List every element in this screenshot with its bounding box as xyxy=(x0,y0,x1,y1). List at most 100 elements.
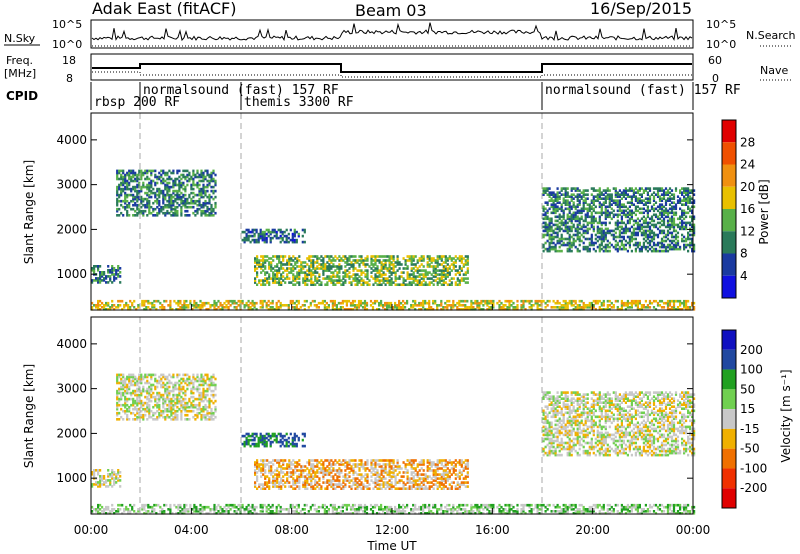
echo-cell xyxy=(548,195,551,198)
echo-cell xyxy=(444,259,447,262)
echo-cell xyxy=(188,405,191,409)
echo-cell xyxy=(192,387,195,391)
echo-cell xyxy=(584,306,587,309)
echo-cell xyxy=(202,379,205,383)
echo-cell xyxy=(243,240,246,244)
echo-cell xyxy=(99,483,102,486)
echo-cell xyxy=(458,273,461,276)
echo-cell xyxy=(640,223,643,227)
echo-cell xyxy=(428,257,431,260)
echo-cell xyxy=(137,304,140,307)
echo-cell xyxy=(492,301,495,305)
echo-cell xyxy=(125,301,128,305)
echo-cell xyxy=(402,281,405,284)
echo-cell xyxy=(572,205,575,209)
echo-cell xyxy=(180,411,183,415)
echo-cell xyxy=(164,397,167,401)
echo-cell xyxy=(196,185,199,189)
echo-cell xyxy=(126,389,129,393)
echo-cell xyxy=(442,269,445,272)
echo-cell xyxy=(572,223,575,227)
echo-cell xyxy=(162,409,165,413)
echo-cell xyxy=(576,223,579,227)
echo-cell xyxy=(286,267,289,270)
echo-cell xyxy=(280,481,283,484)
echo-cell xyxy=(654,187,658,190)
echo-cell xyxy=(132,407,135,411)
echo-cell xyxy=(150,181,153,185)
echo-cell xyxy=(683,217,686,221)
echo-cell xyxy=(184,413,187,417)
echo-cell xyxy=(498,306,501,309)
echo-cell xyxy=(656,241,660,245)
echo-cell xyxy=(576,193,579,196)
echo-cell xyxy=(210,207,213,211)
echo-cell xyxy=(400,263,403,266)
echo-cell xyxy=(570,197,573,200)
echo-cell xyxy=(269,236,272,240)
echo-cell xyxy=(150,389,153,393)
echo-cell xyxy=(186,405,189,409)
echo-cell xyxy=(259,228,262,232)
echo-cell xyxy=(168,185,171,189)
echo-cell xyxy=(103,475,106,478)
echo-cell xyxy=(554,247,557,251)
echo-cell xyxy=(212,209,215,213)
echo-cell xyxy=(176,381,179,385)
echo-cell xyxy=(152,373,155,377)
echo-cell xyxy=(167,304,170,307)
echo-cell xyxy=(606,187,609,190)
echo-cell xyxy=(148,195,151,199)
echo-cell xyxy=(582,219,585,223)
cpid-segment-1: rbsp 200 RF xyxy=(94,95,180,110)
echo-cell xyxy=(210,409,213,413)
echo-cell xyxy=(444,273,447,276)
echo-cell xyxy=(194,405,197,409)
echo-cell xyxy=(178,179,181,183)
echo-cell xyxy=(118,169,121,173)
echo-cell xyxy=(329,299,332,303)
echo-cell xyxy=(685,199,688,202)
echo-cell xyxy=(116,407,119,411)
echo-cell xyxy=(304,469,307,472)
echo-cell xyxy=(370,257,373,260)
echo-cell xyxy=(620,217,623,221)
echo-cell xyxy=(97,483,100,486)
echo-cell xyxy=(308,271,311,274)
echo-cell xyxy=(524,308,527,311)
echo-cell xyxy=(438,279,441,282)
echo-cell xyxy=(548,243,551,247)
echo-cell xyxy=(402,257,405,260)
echo-cell xyxy=(450,281,453,284)
echo-cell xyxy=(200,171,203,175)
echo-cell xyxy=(152,391,155,395)
echo-cell xyxy=(111,271,114,274)
echo-cell xyxy=(275,301,278,305)
echo-cell xyxy=(124,383,127,387)
echo-cell xyxy=(630,239,633,243)
echo-cell xyxy=(568,217,571,221)
echo-cell xyxy=(560,237,563,241)
echo-cell xyxy=(168,399,171,403)
echo-cell xyxy=(164,171,167,175)
echo-cell xyxy=(136,399,139,403)
echo-cell xyxy=(256,271,259,274)
echo-cell xyxy=(168,401,171,405)
echo-cell xyxy=(638,299,641,303)
echo-cell xyxy=(338,277,341,280)
echo-cell xyxy=(660,249,664,253)
echo-cell xyxy=(374,263,377,266)
echo-cell xyxy=(656,217,660,221)
echo-cell xyxy=(284,473,287,476)
echo-cell xyxy=(614,201,617,204)
echo-cell xyxy=(598,299,601,303)
echo-cell xyxy=(132,169,135,173)
echo-cell xyxy=(624,229,627,233)
echo-cell xyxy=(362,279,365,282)
echo-cell xyxy=(632,301,635,305)
echo-cell xyxy=(182,403,185,407)
echo-cell xyxy=(272,463,275,466)
echo-cell xyxy=(564,243,567,247)
echo-cell xyxy=(646,229,649,233)
echo-cell xyxy=(325,301,328,305)
